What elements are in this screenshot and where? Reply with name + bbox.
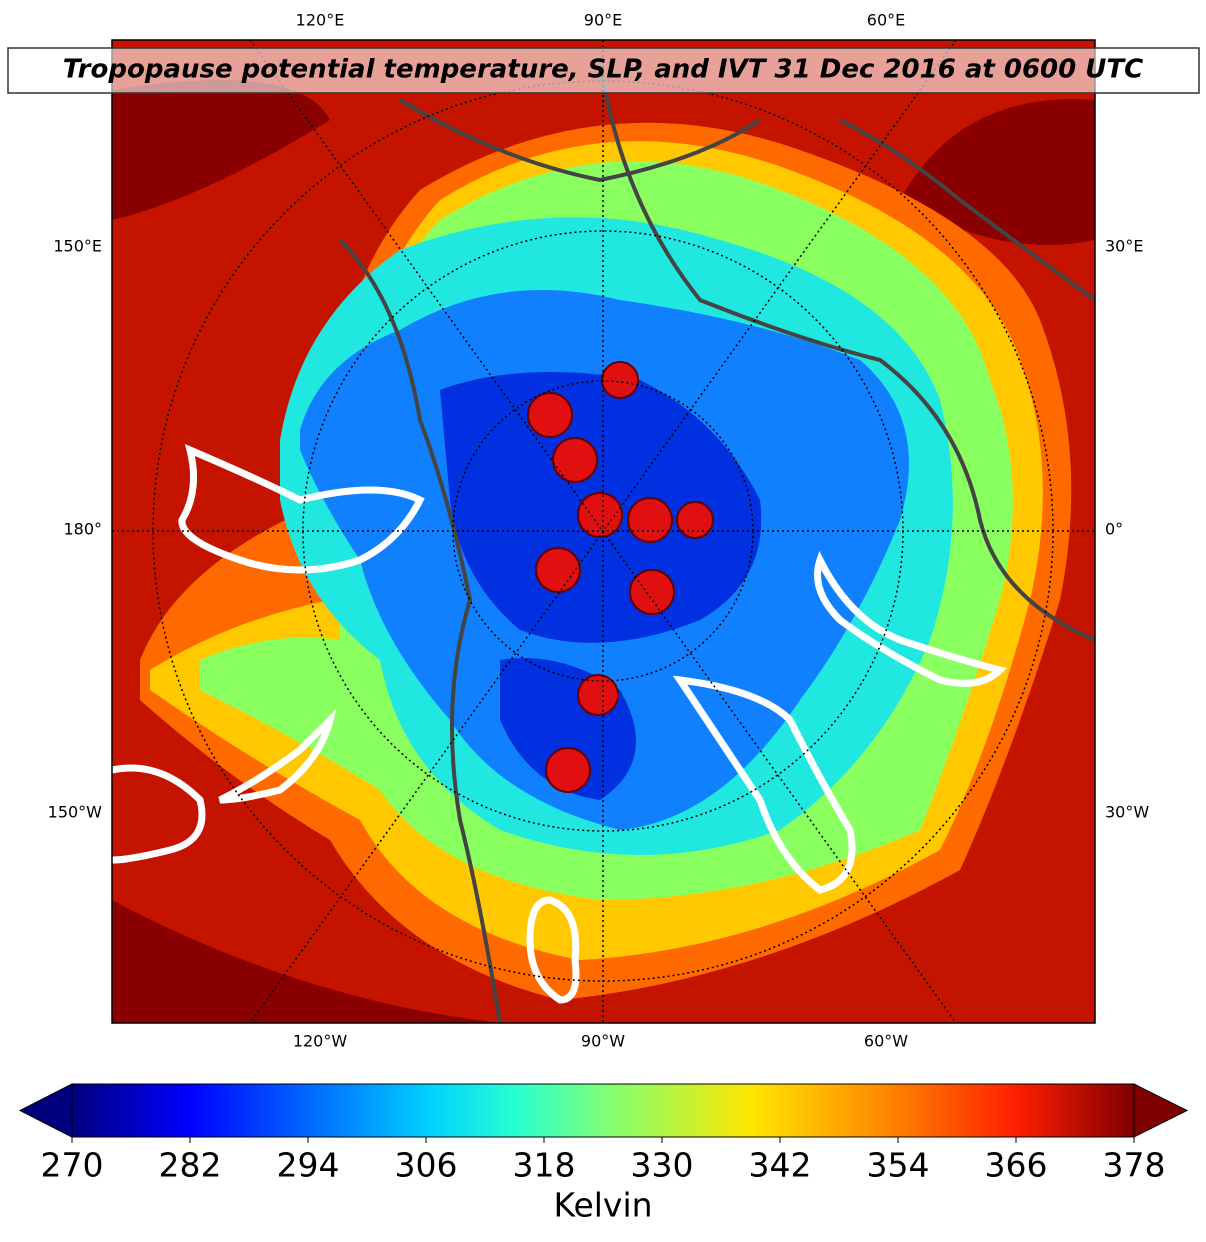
colorbar-tick-label: 306 — [395, 1146, 458, 1185]
colorbar-tick-label: 282 — [159, 1146, 222, 1185]
lon-label: 90°W — [581, 1032, 625, 1051]
colorbar-tick-label: 342 — [749, 1146, 812, 1185]
deep-blue-region — [440, 372, 762, 800]
lon-label: 30°E — [1105, 237, 1143, 256]
lon-label: 0° — [1105, 520, 1123, 539]
colorbar-extend-low — [18, 1083, 73, 1138]
colorbar-label: Kelvin — [553, 1186, 652, 1225]
colorbar-tick-label: 318 — [513, 1146, 576, 1185]
colorbar-tick-label: 294 — [277, 1146, 340, 1185]
map — [112, 40, 1095, 1023]
lon-label: 60°W — [864, 1032, 908, 1051]
colorbar-tick-label: 366 — [985, 1146, 1048, 1185]
title: Tropopause potential temperature, SLP, a… — [63, 55, 1143, 85]
colorbar-tick-label: 330 — [631, 1146, 694, 1185]
coordinate-labels: 120°E 90°E 60°E 120°W 90°W 60°W 150°E 180° 150°W… — [48, 11, 1150, 1051]
lon-label: 150°W — [48, 803, 103, 822]
colorbar-tick-label: 270 — [41, 1146, 104, 1185]
map-frame — [111, 39, 1096, 1024]
lon-label: 30°W — [1105, 803, 1149, 822]
colorbar — [71, 1083, 1135, 1138]
colorbar-extend-high — [1133, 1083, 1189, 1138]
lon-label: 60°E — [867, 11, 905, 30]
lon-label: 150°E — [53, 237, 102, 256]
colorbar-tick-label: 378 — [1103, 1146, 1166, 1185]
lon-label: 120°E — [296, 11, 345, 30]
colorbar-tick-label: 354 — [867, 1146, 930, 1185]
low-centers — [527, 361, 714, 793]
lon-label: 90°E — [584, 11, 622, 30]
dark-region — [112, 80, 1095, 1023]
lon-label: 120°W — [293, 1032, 348, 1051]
ivt-contours — [112, 444, 1007, 1004]
graticule — [112, 40, 1095, 1023]
coastlines — [338, 59, 1095, 1023]
lon-label: 180° — [63, 520, 102, 539]
colorbar-ticks: 270 282 294 306 318 330 342 354 366 378 — [41, 1137, 1166, 1185]
title-box — [7, 47, 1200, 94]
